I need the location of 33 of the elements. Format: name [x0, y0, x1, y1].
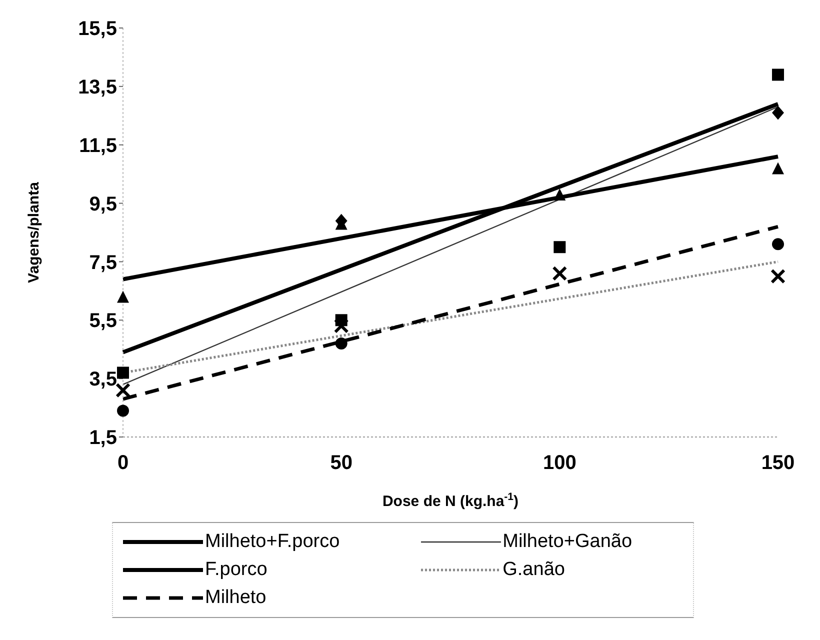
- point: [770, 268, 786, 284]
- legend-label: Milheto+F.porco: [205, 531, 340, 553]
- y-tick-label: 9,5: [89, 193, 117, 216]
- point: [117, 404, 129, 417]
- x-tick-label: 0: [117, 452, 129, 474]
- point: [117, 290, 129, 303]
- x-axis-title: Dose de N (kg.ha$^{-1}$): [382, 491, 519, 510]
- point: [554, 188, 566, 201]
- legend-label: G.anão: [502, 559, 565, 581]
- point: [552, 266, 568, 281]
- y-tick-label: 15,5: [78, 18, 117, 40]
- legend-label: Milheto+Ganão: [502, 531, 632, 553]
- y-tick-label: 3,5: [89, 368, 117, 391]
- point: [772, 238, 784, 250]
- y-tick-label: 1,5: [89, 427, 117, 450]
- legend-label: F.porco: [205, 559, 268, 581]
- point: [334, 318, 349, 334]
- y-axis-title: Vagens/planta: [25, 181, 42, 283]
- point: [772, 68, 784, 81]
- x-tick-label: 50: [330, 452, 352, 474]
- point: [335, 338, 348, 350]
- x-tick-label: 100: [542, 452, 576, 474]
- point: [116, 382, 130, 398]
- y-tick-label: 5,5: [89, 310, 117, 332]
- point: [117, 366, 129, 379]
- legend-label: Milheto: [205, 587, 266, 609]
- y-tick-label: 7,5: [89, 252, 117, 274]
- point: [554, 241, 566, 254]
- y-tick-label: 11,5: [79, 134, 117, 157]
- point: [772, 162, 784, 174]
- y-tick-label: 13,5: [78, 76, 117, 99]
- point: [772, 106, 784, 120]
- x-tick-label: 150: [761, 452, 795, 474]
